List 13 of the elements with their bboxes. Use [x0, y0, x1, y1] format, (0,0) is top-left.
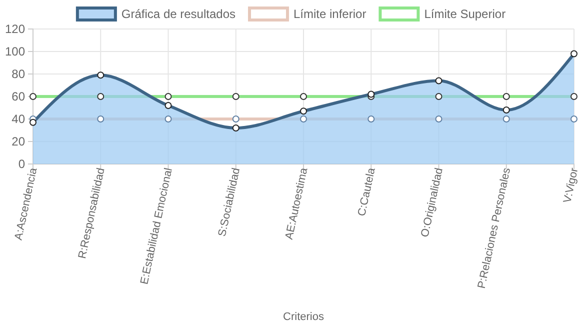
x-tick-label: V:Vigor: [562, 166, 581, 204]
y-tick-label: 0: [18, 156, 26, 171]
y-tick-label: 20: [12, 134, 26, 148]
y-tick-label: 100: [4, 44, 26, 58]
y-tick-label: 60: [12, 89, 26, 104]
y-tick-label: 120: [4, 22, 26, 36]
y-tick-label: 80: [12, 66, 26, 81]
x-tick-label: C:Cautela: [356, 166, 378, 218]
x-axis-title: Criterios: [283, 311, 324, 323]
y-tick-label: 40: [12, 112, 26, 126]
legend-label: Gráfica de resultados: [121, 7, 236, 21]
legend-label: Límite Superior: [424, 7, 506, 21]
legend-label: Límite inferior: [293, 7, 366, 21]
